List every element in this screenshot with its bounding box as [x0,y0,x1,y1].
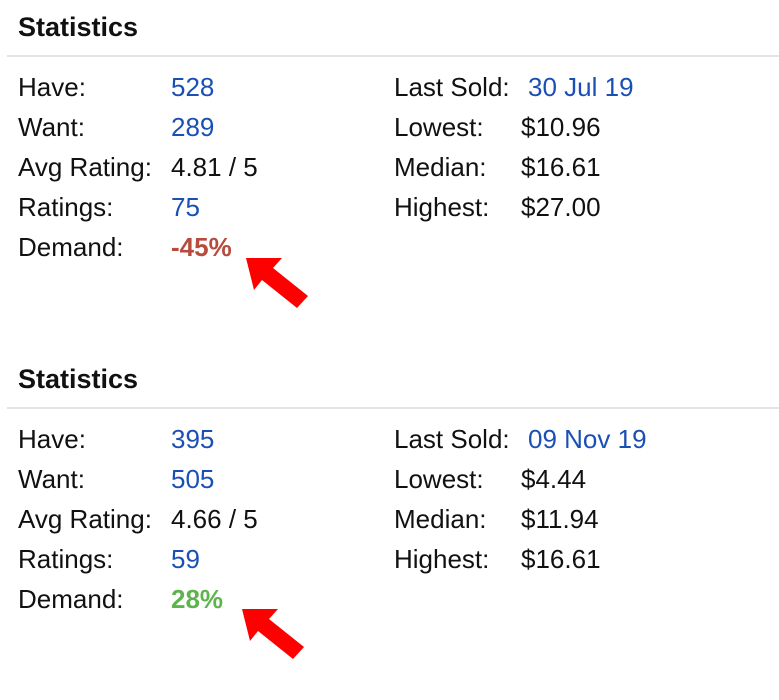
divider [7,407,779,409]
have-count-link[interactable]: 395 [171,424,215,454]
stat-row-median: Median: $16.61 [0,147,779,187]
last-sold-link[interactable]: 30 Jul 19 [528,72,634,102]
stat-row-ratings: Ratings: 59 [0,539,380,579]
stat-row-want: Want: 289 [0,107,380,147]
demand-value: -45% [171,232,232,262]
want-count-link[interactable]: 289 [171,112,215,142]
avg-rating-value: 4.81 / 5 [171,152,258,182]
demand-value: 28% [171,584,224,614]
median-price: $16.61 [521,152,601,182]
stat-label: Avg Rating: [18,504,152,534]
stat-label: Have: [18,72,86,102]
stat-row-last-sold: Last Sold: 30 Jul 19 [0,67,779,107]
stat-row-median: Median: $11.94 [0,499,779,539]
stat-row-last-sold: Last Sold: 09 Nov 19 [0,419,779,459]
stat-label: Highest: [394,544,490,574]
stat-label: Median: [394,504,487,534]
highest-price: $16.61 [521,544,601,574]
red-arrow-icon [242,609,304,659]
median-price: $11.94 [521,504,599,534]
stat-label: Want: [18,464,85,494]
red-arrow-icon [246,258,308,308]
stat-row-avg-rating: Avg Rating: 4.81 / 5 [0,147,380,187]
highest-price: $27.00 [521,192,601,222]
lowest-price: $4.44 [521,464,587,494]
stat-label: Demand: [18,232,124,262]
stat-label: Highest: [394,192,490,222]
stat-row-want: Want: 505 [0,459,380,499]
stat-label: Last Sold: [394,424,510,454]
stat-row-have: Have: 395 [0,419,380,459]
stat-row-highest: Highest: $27.00 [0,187,779,227]
section-title: Statistics [18,12,139,42]
section-title: Statistics [18,364,139,394]
stat-label: Avg Rating: [18,152,152,182]
avg-rating-value: 4.66 / 5 [171,504,258,534]
divider [7,55,779,57]
stat-row-lowest: Lowest: $4.44 [0,459,779,499]
stat-label: Lowest: [394,464,484,494]
ratings-count-link[interactable]: 59 [171,544,200,574]
stat-label: Want: [18,112,85,142]
stat-row-avg-rating: Avg Rating: 4.66 / 5 [0,499,380,539]
stat-label: Lowest: [394,112,484,142]
lowest-price: $10.96 [521,112,601,142]
last-sold-link[interactable]: 09 Nov 19 [528,424,647,454]
have-count-link[interactable]: 528 [171,72,215,102]
stat-label: Ratings: [18,192,114,222]
stat-row-demand: Demand: 28% [0,579,380,619]
want-count-link[interactable]: 505 [171,464,215,494]
stat-label: Have: [18,424,86,454]
stat-row-lowest: Lowest: $10.96 [0,107,779,147]
stat-row-highest: Highest: $16.61 [0,539,779,579]
stat-label: Median: [394,152,487,182]
stat-row-ratings: Ratings: 75 [0,187,380,227]
ratings-count-link[interactable]: 75 [171,192,200,222]
stat-row-demand: Demand: -45% [0,227,380,267]
stat-row-have: Have: 528 [0,67,380,107]
stat-label: Last Sold: [394,72,510,102]
stat-label: Ratings: [18,544,114,574]
stat-label: Demand: [18,584,124,614]
